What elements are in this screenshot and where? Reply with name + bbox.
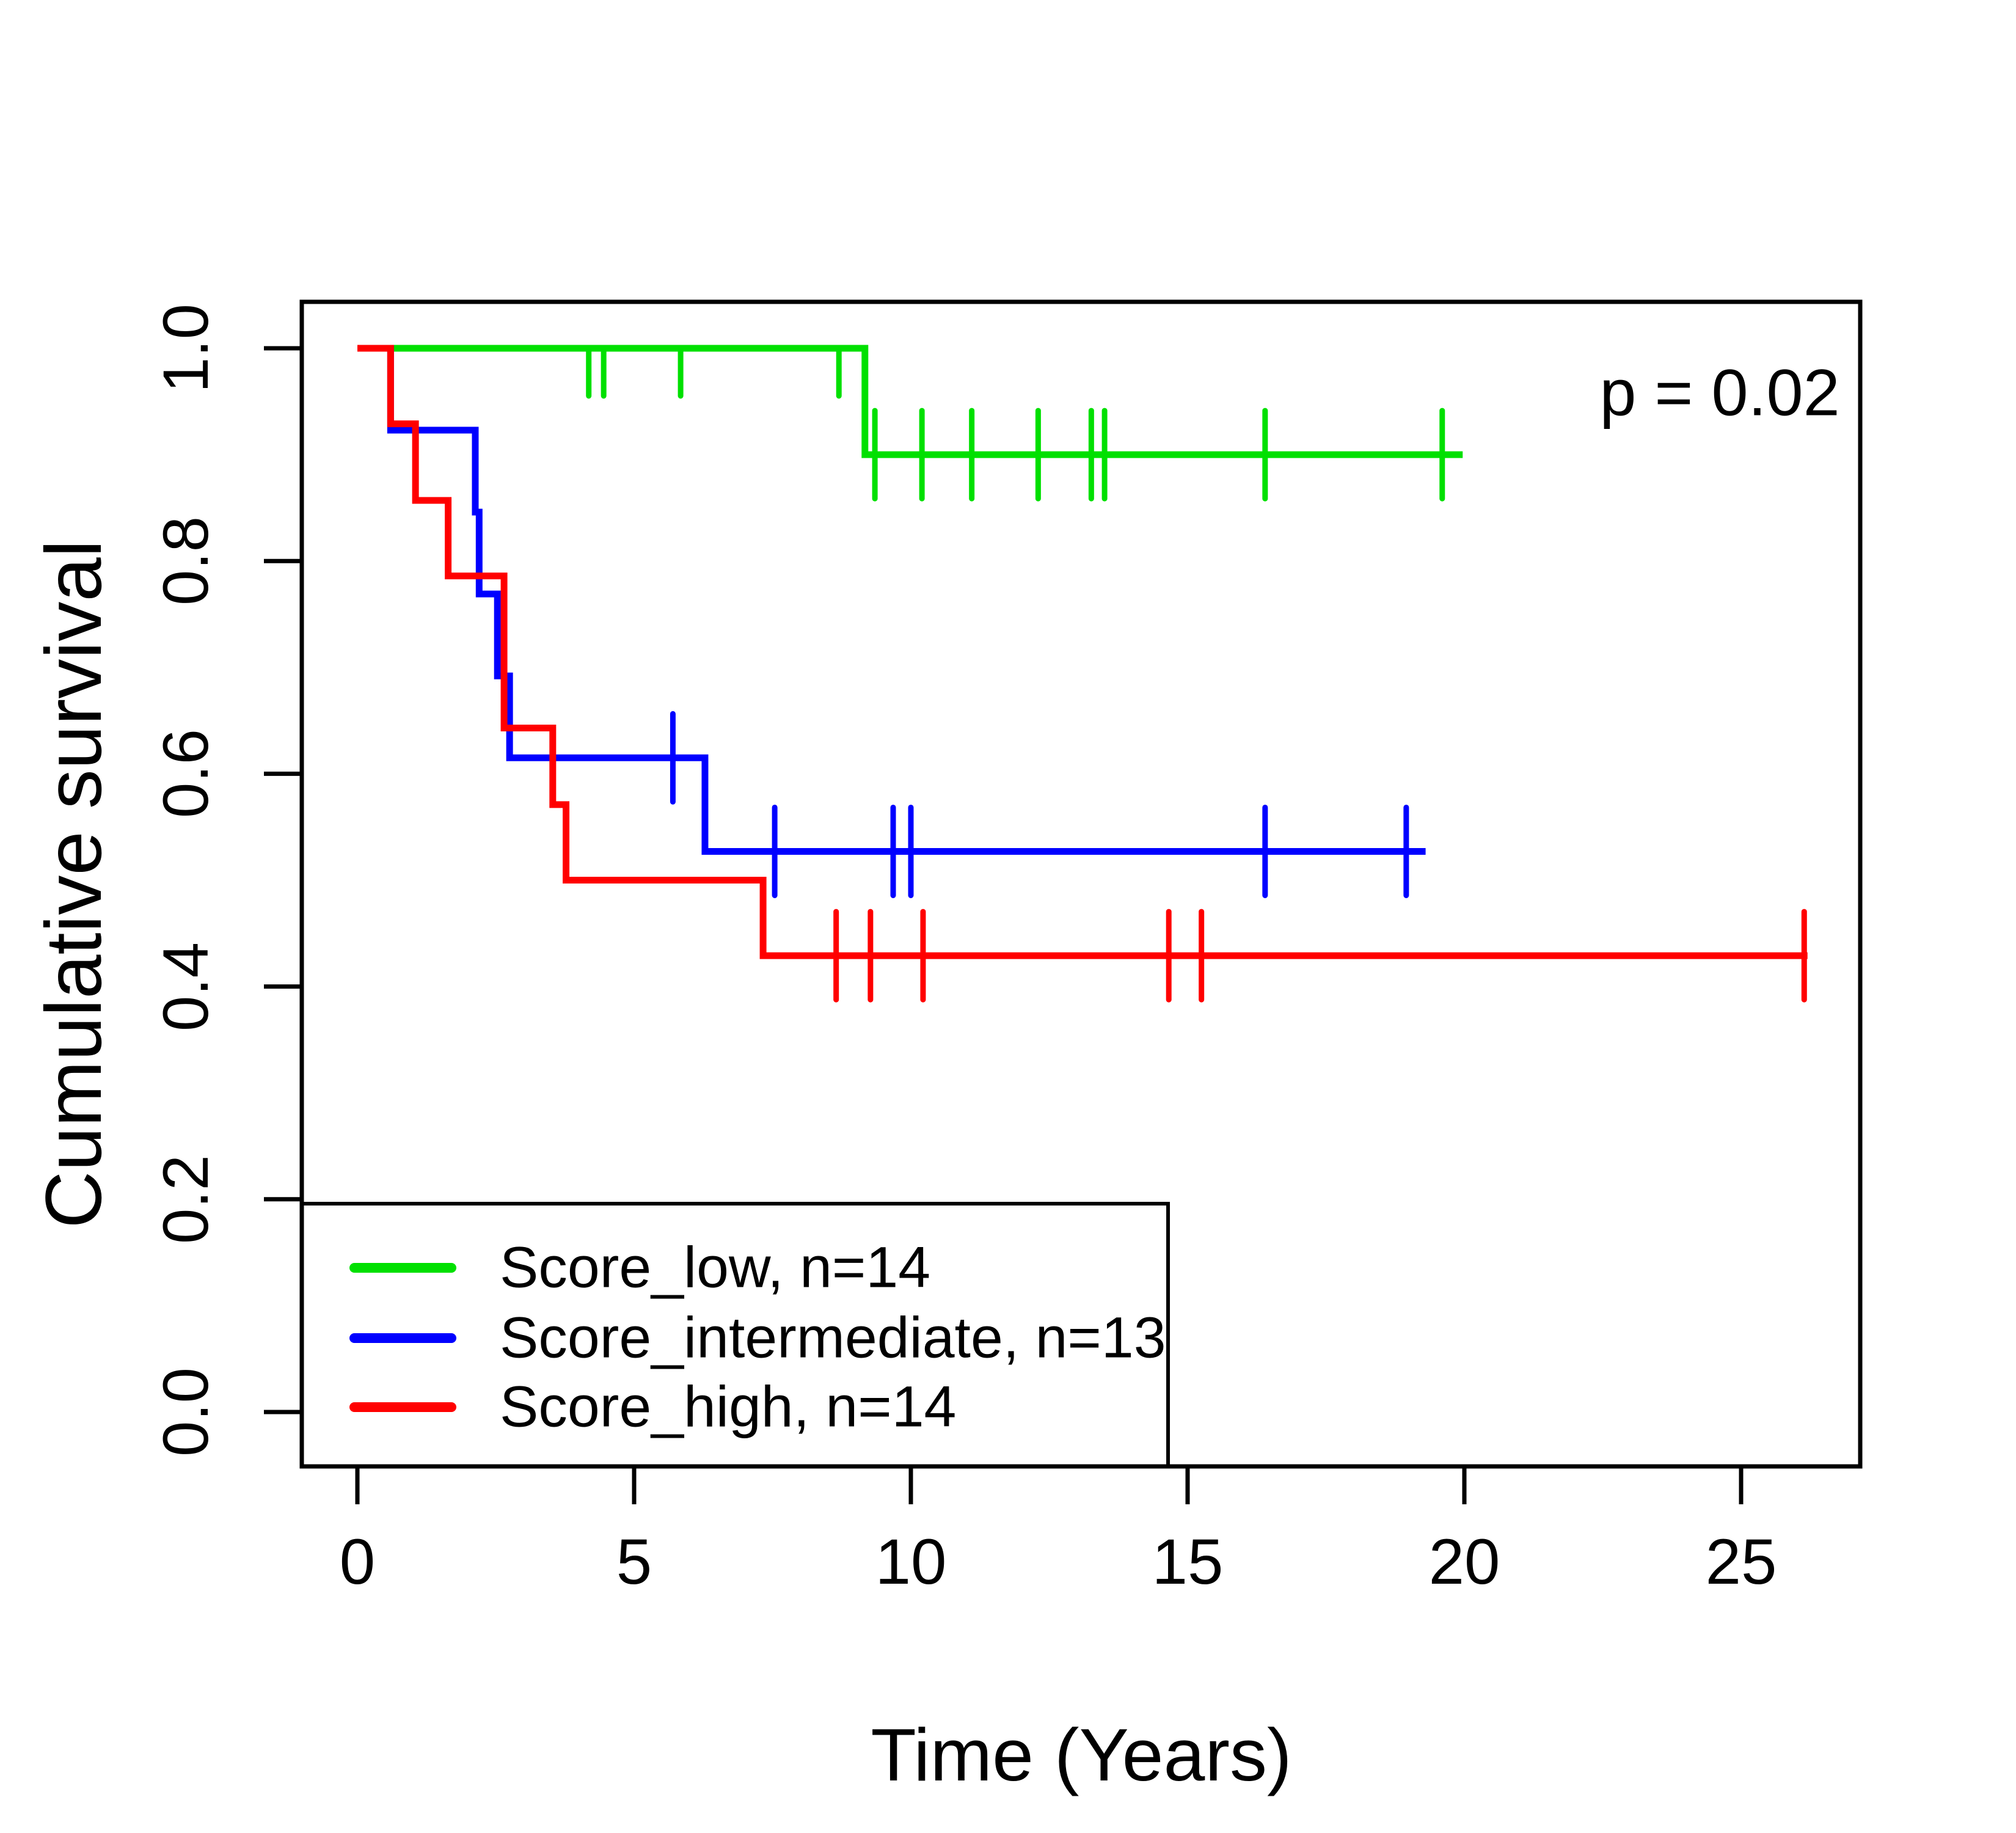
x-tick-label: 0 [339, 1526, 376, 1598]
x-tick-label: 5 [616, 1526, 652, 1598]
legend-swatch-score-low [349, 1263, 456, 1273]
x-axis-title: Time (Years) [871, 1713, 1292, 1796]
x-tick-label: 10 [875, 1526, 947, 1598]
p-value-annotation: p = 0.02 [1599, 355, 1840, 430]
x-tick-label: 20 [1428, 1526, 1500, 1598]
legend-swatch-score-intermediate [349, 1333, 456, 1343]
legend-label-score-high: Score_high, n=14 [500, 1374, 957, 1440]
y-tick-label: 0.8 [150, 516, 222, 606]
y-tick-label: 0.4 [150, 942, 222, 1031]
y-tick-label: 0.6 [150, 729, 222, 819]
x-tick-label: 15 [1152, 1526, 1224, 1598]
y-tick-label: 1.0 [150, 304, 222, 393]
y-axis-title: Cumulative survival [29, 540, 118, 1229]
legend-label-score-intermediate: Score_intermediate, n=13 [500, 1305, 1166, 1370]
y-tick-label: 0.0 [150, 1367, 222, 1457]
y-tick-label: 0.2 [150, 1154, 222, 1244]
legend-label-score-low: Score_low, n=14 [500, 1235, 931, 1300]
x-tick-label: 25 [1705, 1526, 1777, 1598]
legend-swatch-score-high [349, 1402, 456, 1412]
